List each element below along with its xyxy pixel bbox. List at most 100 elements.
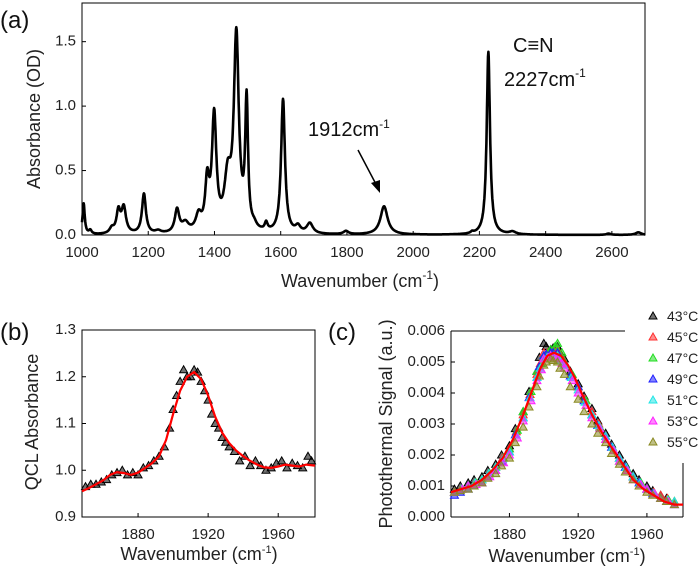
data-point-c xyxy=(592,428,603,437)
y-tick-label: 0.000 xyxy=(407,508,445,525)
panel-c: (c) 1880 1920 1960 0.000 0.001 0.002 0.003 0.00… xyxy=(328,308,698,566)
data-point-c xyxy=(559,369,570,378)
y-tick-label: 0.9 xyxy=(55,508,76,525)
legend-label: 47°C xyxy=(667,350,698,366)
y-tick-label: 0.003 xyxy=(407,415,445,432)
data-point-c xyxy=(573,394,584,403)
arrow-head-icon xyxy=(371,180,380,193)
annotation-arrow xyxy=(357,149,379,189)
legend-label: 43°C xyxy=(667,308,698,324)
plot-frame-b xyxy=(81,329,316,518)
data-point-c xyxy=(552,338,563,347)
fit-line-b xyxy=(81,370,316,493)
axis-ticks-a: 1000 1200 1400 1600 1800 2000 2200 2400 2600 0.0 0… xyxy=(55,33,628,261)
legend-label: 53°C xyxy=(667,413,698,429)
x-tick-label: 2400 xyxy=(529,244,562,261)
data-point-b xyxy=(297,462,308,472)
legend-marker-icon xyxy=(648,415,658,425)
y-axis-label-c: Photothermal Signal (a.u.) xyxy=(376,319,396,528)
panel-label-b: (b) xyxy=(0,319,29,346)
x-tick-label: 1960 xyxy=(262,526,295,543)
x-axis-label-a: Wavenumber (cm-1) xyxy=(281,268,439,291)
y-tick-label: 1.0 xyxy=(55,97,76,114)
data-point-c xyxy=(532,381,542,391)
x-tick-label: 1400 xyxy=(198,244,231,261)
x-tick-label: 2600 xyxy=(595,244,628,261)
panel-b: (b) 1880 1920 1960 0.9 1.0 1.1 1.2 1.3 QCL Abso… xyxy=(0,319,317,564)
data-point-b xyxy=(303,451,313,460)
data-point-c xyxy=(579,406,589,416)
data-point-b xyxy=(245,460,256,470)
legend-marker-icon xyxy=(648,331,658,341)
data-point-c xyxy=(504,453,515,462)
y-tick-label: 0.0 xyxy=(55,226,76,243)
fit-line-c xyxy=(450,351,683,506)
legend-marker-icon xyxy=(648,436,658,446)
legend-marker-icon xyxy=(648,373,658,383)
x-tick-label: 1880 xyxy=(493,526,526,543)
legend-label: 51°C xyxy=(667,392,698,408)
y-tick-label: 1.5 xyxy=(55,33,76,50)
x-tick-label: 1920 xyxy=(561,526,594,543)
data-point-c xyxy=(552,356,563,366)
x-tick-label: 1200 xyxy=(132,244,165,261)
data-point-b xyxy=(276,455,287,465)
x-tick-label: 1000 xyxy=(65,244,98,261)
data-point-c xyxy=(518,422,529,431)
y-tick-label: 0.005 xyxy=(407,353,445,370)
legend-label: 55°C xyxy=(667,434,698,450)
data-point-c xyxy=(606,448,617,457)
x-axis-label-c: Wavenumber (cm-1) xyxy=(488,546,645,566)
data-point-c xyxy=(510,437,521,447)
y-tick-label: 0.006 xyxy=(407,322,445,339)
y-tick-label: 1.0 xyxy=(55,461,76,478)
legend-label: 49°C xyxy=(667,371,698,387)
y-tick-label: 1.3 xyxy=(55,321,76,338)
data-point-c xyxy=(496,460,507,470)
y-tick-label: 0.002 xyxy=(407,446,445,463)
legend-label: 45°C xyxy=(667,329,698,345)
panel-label-c: (c) xyxy=(328,319,356,346)
annotation-cn: C≡N xyxy=(513,35,554,57)
data-point-b xyxy=(175,376,185,385)
data-points-c xyxy=(449,338,680,509)
axis-ticks-b: 1880 1920 1960 0.9 1.0 1.1 1.2 1.3 xyxy=(55,321,295,543)
data-points-b xyxy=(80,364,317,491)
y-axis-label-b: QCL Absorbance xyxy=(22,354,42,490)
x-tick-label: 1960 xyxy=(630,526,663,543)
plot-frame-a xyxy=(81,2,646,236)
x-tick-label: 1920 xyxy=(191,526,224,543)
x-tick-label: 2000 xyxy=(396,244,429,261)
y-tick-label: 1.2 xyxy=(55,368,76,385)
panel-a: (a) 1000 1200 1400 1600 1800 2000 2200 2400 2600… xyxy=(0,2,646,291)
y-tick-label: 0.5 xyxy=(55,162,76,179)
annotation-1912: 1912cm-1 xyxy=(308,117,390,141)
data-point-b xyxy=(306,455,317,465)
legend-marker-icon xyxy=(648,394,658,404)
y-axis-label-a: Absorbance (OD) xyxy=(24,49,44,189)
spectrum-line-a xyxy=(80,25,646,237)
x-tick-label: 1800 xyxy=(330,244,363,261)
x-axis-label-b: Wavenumber (cm-1) xyxy=(120,544,277,564)
legend-marker-icon xyxy=(648,310,658,320)
legend-marker-icon xyxy=(648,352,658,362)
x-tick-label: 1600 xyxy=(264,244,297,261)
x-tick-label: 1880 xyxy=(121,526,154,543)
data-point-b xyxy=(234,455,245,465)
data-point-b xyxy=(178,364,189,374)
legend-c: 43°C 45°C 47°C 49°C 51°C 53°C 55°C xyxy=(648,308,698,450)
data-point-c xyxy=(555,363,565,372)
data-point-c xyxy=(565,381,576,391)
x-tick-label: 2200 xyxy=(463,244,496,261)
y-tick-label: 0.001 xyxy=(407,477,445,494)
y-tick-label: 1.1 xyxy=(55,415,76,432)
axis-ticks-c: 1880 1920 1960 0.000 0.001 0.002 0.003 0.004 0.0… xyxy=(407,322,663,543)
data-point-b xyxy=(282,462,292,472)
data-point-c xyxy=(490,468,501,478)
panel-label-a: (a) xyxy=(0,7,29,34)
annotation-2227: 2227cm-1 xyxy=(504,66,586,91)
data-point-c xyxy=(477,477,487,487)
data-point-c xyxy=(587,418,597,428)
y-tick-label: 0.004 xyxy=(407,384,445,401)
